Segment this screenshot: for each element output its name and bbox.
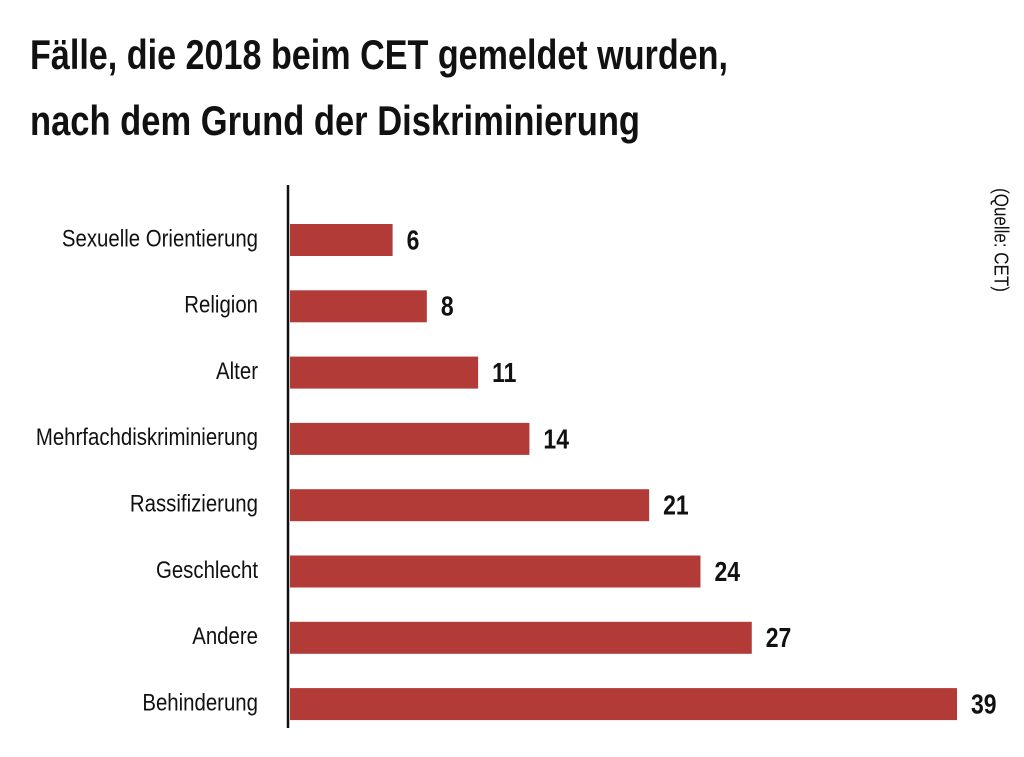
- y-tick-label: Religion: [184, 291, 258, 318]
- source-note: (Quelle: CET): [990, 188, 1013, 292]
- value-label: 27: [766, 623, 792, 654]
- value-label: 11: [492, 358, 516, 389]
- y-tick-label: Mehrfachdiskriminierung: [36, 424, 258, 451]
- value-label: 21: [663, 491, 689, 522]
- y-tick-label: Alter: [216, 357, 258, 384]
- bar: [290, 555, 701, 588]
- value-label: 39: [971, 689, 997, 720]
- value-label: 6: [407, 225, 420, 256]
- y-tick-label: Andere: [192, 623, 258, 650]
- value-label: 24: [714, 557, 740, 588]
- chart-title: nach dem Grund der Diskriminierung: [30, 97, 640, 144]
- y-tick-label: Geschlecht: [156, 556, 259, 583]
- bar: [290, 422, 530, 455]
- y-tick-label: Rassifizierung: [130, 490, 258, 517]
- value-label: 8: [441, 292, 454, 323]
- bar: [290, 621, 752, 654]
- bar: [290, 356, 479, 389]
- bar: [290, 688, 957, 721]
- bar: [290, 290, 427, 323]
- bar: [290, 489, 650, 522]
- chart-title: Fälle, die 2018 beim CET gemeldet wurden…: [30, 31, 728, 78]
- y-tick-label: Sexuelle Orientierung: [62, 225, 258, 252]
- y-tick-label: Behinderung: [142, 689, 258, 716]
- value-label: 14: [543, 424, 569, 455]
- bar: [290, 224, 393, 256]
